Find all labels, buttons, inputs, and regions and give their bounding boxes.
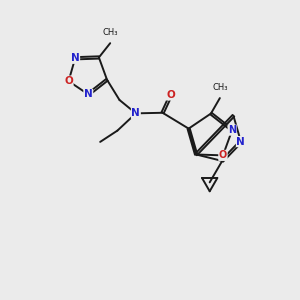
Text: O: O [64, 76, 73, 86]
Text: N: N [131, 108, 140, 118]
Text: N: N [84, 89, 93, 99]
Text: CH₃: CH₃ [102, 28, 118, 37]
Text: N: N [71, 53, 80, 63]
Text: CH₃: CH₃ [212, 83, 228, 92]
Text: O: O [219, 150, 227, 161]
Text: O: O [167, 90, 175, 100]
Text: N: N [236, 136, 245, 147]
Text: N: N [228, 125, 236, 135]
